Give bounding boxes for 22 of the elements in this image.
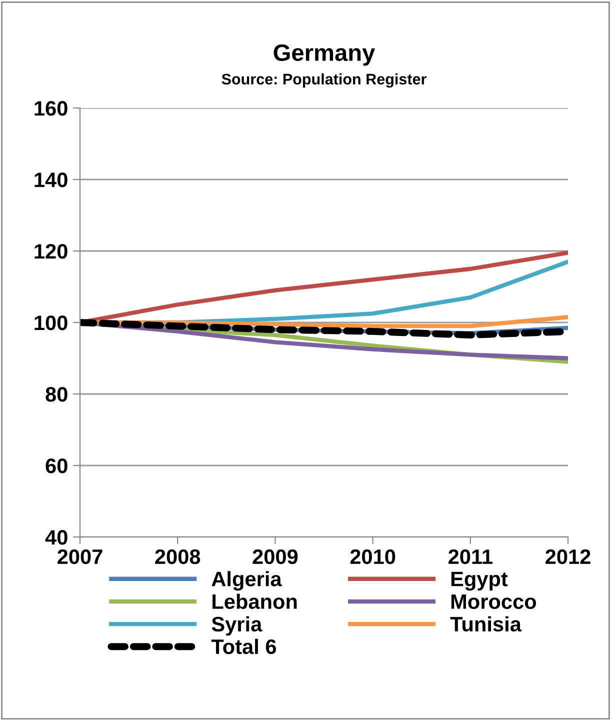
y-tick-label: 120: [34, 244, 68, 259]
x-tick-label: 2007: [58, 549, 102, 564]
y-tick-label: 160: [34, 101, 68, 116]
x-tick-label: 2011: [448, 549, 492, 564]
x-tick-label: 2012: [546, 549, 590, 564]
chart-title: Germany: [274, 44, 376, 66]
x-tick-label: 2010: [350, 549, 396, 564]
legend-label: Total 6: [211, 638, 276, 654]
x-tick-label: 2008: [155, 549, 200, 564]
legend-label: Morocco: [451, 594, 536, 610]
legend-label: Syria: [212, 616, 262, 636]
y-tick-label: 60: [46, 458, 68, 474]
legend-label: Egypt: [451, 572, 508, 591]
y-tick-label: 40: [45, 530, 68, 545]
chart-subtitle: Source: Population Register: [222, 73, 426, 88]
y-tick-label: 100: [34, 316, 68, 330]
x-tick-label: 2009: [252, 549, 298, 564]
legend-label: Tunisia: [450, 616, 522, 632]
legend-label: Algeria: [212, 571, 282, 591]
y-tick-label: 140: [34, 172, 68, 188]
legend-label: Lebanon: [212, 594, 297, 610]
y-tick-label: 80: [46, 387, 68, 402]
